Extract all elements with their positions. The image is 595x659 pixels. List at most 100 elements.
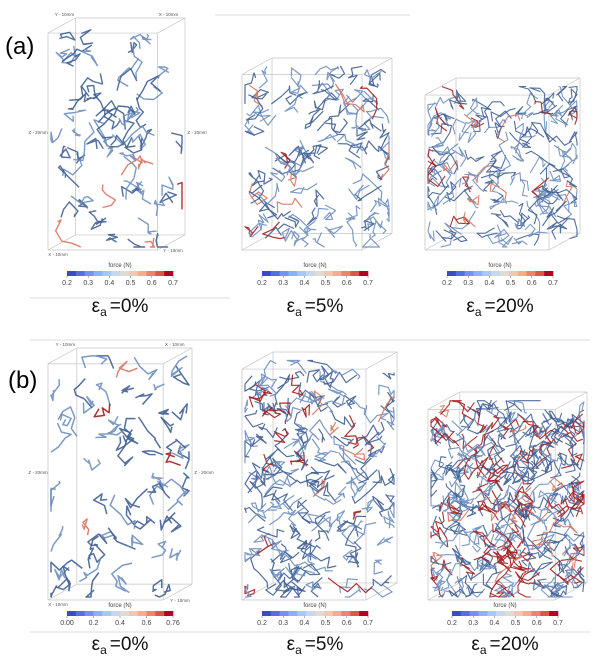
fibre [513, 120, 533, 149]
colorbar-step [279, 271, 289, 276]
fibre [491, 172, 509, 194]
colorbar-tick-label: 0.6 [342, 620, 352, 627]
colorbar-step [111, 611, 121, 616]
caption-text: =20% [485, 296, 534, 317]
fibre [101, 184, 117, 209]
fibre [430, 471, 438, 487]
fibre [170, 132, 183, 155]
box-edge [157, 17, 186, 34]
caption: εa =20% [471, 634, 538, 657]
fibre [510, 548, 522, 560]
fibre [461, 172, 480, 185]
fibre [541, 443, 563, 462]
fibre [513, 490, 533, 517]
fibre [159, 515, 173, 531]
fibre [370, 199, 390, 213]
fibre [430, 468, 438, 498]
colorbar-tick-label: 0.6 [342, 280, 352, 287]
fibre [313, 145, 328, 160]
caption-text: =20% [490, 634, 539, 655]
fibre [452, 118, 469, 135]
colorbar-tick-label: 0.4 [490, 620, 500, 627]
fibre [377, 197, 390, 208]
fibre [81, 355, 108, 369]
fibre [350, 476, 362, 498]
fibre [270, 468, 300, 486]
fibre [264, 146, 291, 176]
fibre [553, 573, 573, 598]
fibre [57, 165, 80, 188]
fibre [244, 399, 249, 413]
fibre [432, 146, 450, 155]
axis-label: Z - 20mm [28, 470, 48, 475]
fibre [491, 192, 504, 204]
fibre [482, 570, 503, 591]
axis-label: Y - 10mm [170, 598, 190, 603]
fibre [247, 509, 267, 524]
colorbar-tick-label: 0.7 [168, 280, 178, 287]
axis-label: Z - 20mm [28, 130, 48, 135]
fibre [55, 48, 70, 62]
fibre [487, 232, 507, 245]
fibre [123, 155, 137, 200]
fibre [430, 555, 452, 566]
colorbar-step [350, 271, 360, 276]
caption-symbol: ε [92, 296, 101, 317]
colorbar-tick-label: 0.3 [83, 280, 93, 287]
fibre [297, 512, 326, 524]
colorbar-step [270, 611, 280, 616]
fibre [561, 150, 578, 165]
fibre [288, 562, 306, 583]
colorbar-step [455, 271, 465, 276]
box-edge [427, 391, 460, 410]
colorbar-tick-label: 0.4 [115, 620, 125, 627]
fibre [386, 211, 390, 222]
fibre [147, 482, 171, 499]
box-edge [365, 351, 398, 370]
panel-label: (a) [5, 33, 34, 60]
fibre [317, 133, 339, 143]
colorbar-tick-label: 0.7 [553, 620, 563, 627]
fibre [498, 131, 512, 170]
fibre [491, 497, 523, 512]
box-edge [47, 583, 77, 601]
fibre [383, 516, 395, 528]
fibre [154, 583, 171, 598]
fibre [435, 230, 457, 242]
fibre [113, 105, 136, 116]
fibre [264, 223, 295, 239]
fibre [307, 207, 318, 226]
fibre [427, 158, 446, 188]
fibre [81, 518, 90, 536]
fibre [514, 502, 526, 528]
fibre [63, 109, 87, 123]
fibre [279, 402, 291, 425]
fibre [303, 207, 329, 237]
colorbar-step [279, 611, 289, 616]
fibre [280, 550, 300, 564]
fibre [465, 583, 484, 598]
fibre [430, 565, 447, 578]
fibre [116, 67, 138, 91]
fibre [263, 471, 293, 486]
fibre [449, 215, 470, 228]
fibre [96, 113, 114, 139]
panel-label: (b) [8, 367, 37, 394]
fibre [246, 104, 277, 126]
fibre [491, 213, 509, 228]
fibre [484, 474, 507, 496]
fibre [430, 123, 453, 144]
fibre [271, 499, 287, 510]
caption-symbol: ε [92, 634, 101, 655]
fibre [251, 502, 267, 513]
fibre [363, 583, 393, 598]
fibre [430, 416, 448, 428]
fibre [258, 423, 278, 439]
fibre [511, 237, 528, 245]
fibre [440, 222, 454, 248]
fibre [345, 97, 365, 116]
colorbar-step [270, 271, 280, 276]
fibre [432, 113, 455, 121]
fibre [483, 119, 507, 134]
fibre [368, 72, 381, 88]
